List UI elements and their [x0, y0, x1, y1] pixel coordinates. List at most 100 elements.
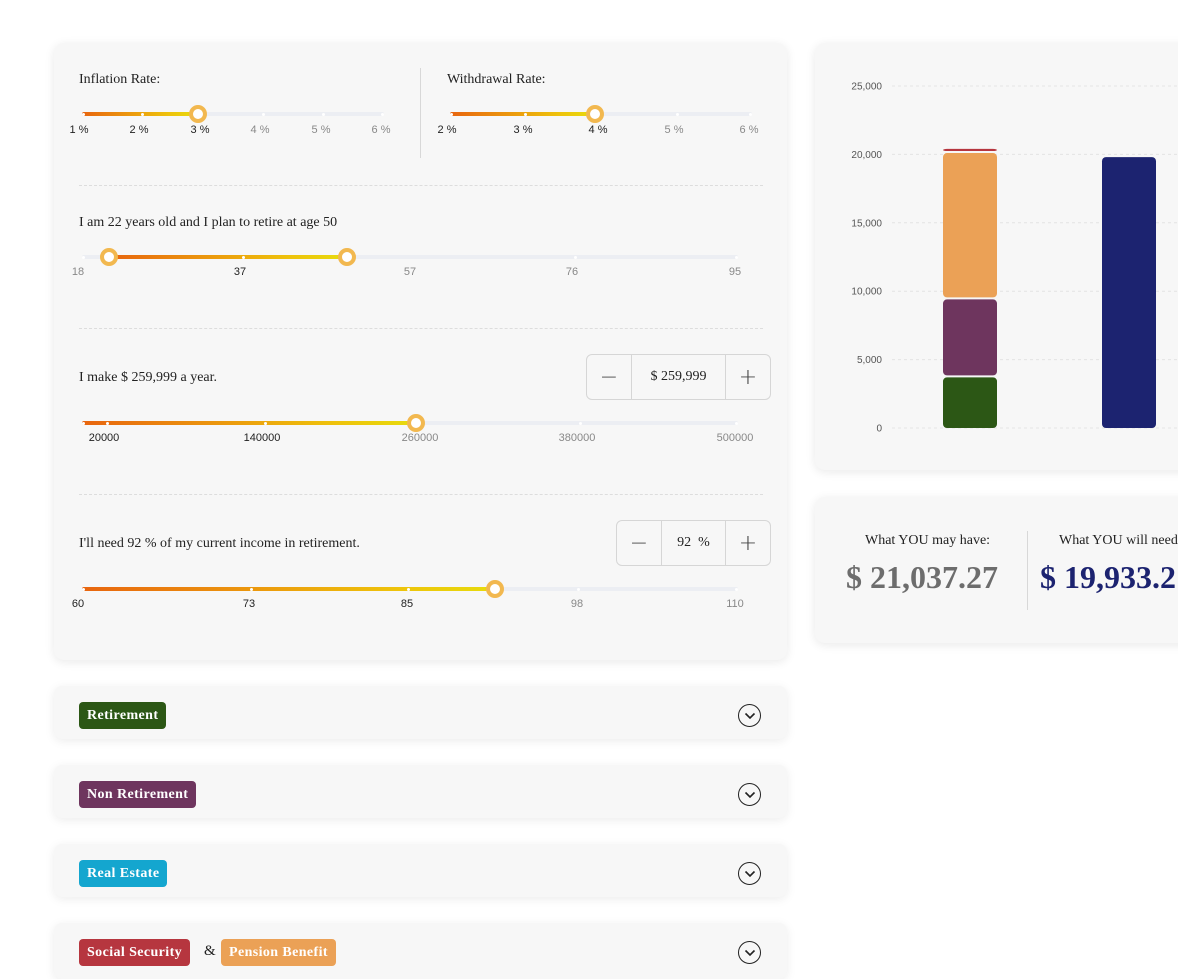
inflation-tick-dot [262, 112, 265, 116]
stacked-bar-segment [943, 148, 997, 152]
income-need-stepper[interactable]: − 92 % + [616, 520, 771, 566]
inflation-tick-dot [322, 112, 325, 116]
accordion-social-security-pension[interactable]: Social Security & Pension Benefit [54, 923, 787, 979]
retire-age-handle[interactable] [338, 248, 356, 266]
chevron-down-icon[interactable] [738, 862, 761, 885]
withdrawal-rate-fill [450, 112, 595, 116]
income-tick-label: 500000 [716, 432, 754, 444]
have-label: What YOU may have: [865, 533, 991, 548]
accordion-retirement[interactable]: Retirement [54, 686, 787, 739]
income-need-tick-label: 110 [726, 598, 744, 610]
withdrawal-tick-label: 5 % [664, 124, 684, 136]
summary-divider [1027, 531, 1028, 610]
income-decrement-button[interactable]: − [587, 355, 632, 399]
income-tick-dot [264, 421, 267, 425]
income-need-tick-dot [735, 587, 738, 591]
income-need-tick-dot [407, 587, 410, 591]
income-need-slider[interactable] [82, 580, 738, 598]
income-increment-button[interactable]: + [725, 355, 770, 399]
inflation-tick-label: 1 % [69, 124, 89, 136]
inflation-tick-label: 6 % [371, 124, 391, 136]
inflation-rate-fill [82, 112, 198, 116]
age-tick-dot [82, 255, 85, 259]
summary-card: What YOU may have: $ 21,037.27 What YOU … [815, 497, 1178, 643]
age-tick-label: 95 [728, 266, 742, 278]
retirement-badge: Retirement [79, 702, 167, 729]
inflation-tick-label: 2 % [129, 124, 149, 136]
current-age-handle[interactable] [100, 248, 118, 266]
withdrawal-tick-label: 4 % [588, 124, 608, 136]
income-tick-label: 380000 [558, 432, 596, 444]
y-tick-label: 10,000 [851, 287, 882, 298]
income-need-tick-dot [577, 587, 580, 591]
withdrawal-tick-label: 2 % [437, 124, 457, 136]
age-tick-label: 37 [233, 266, 247, 278]
y-tick-label: 25,000 [851, 82, 882, 93]
withdrawal-tick-label: 6 % [739, 124, 759, 136]
income-need-tick-dot [82, 587, 85, 591]
need-bar [1102, 157, 1156, 429]
income-tick-dot [106, 421, 109, 425]
withdrawal-rate-slider[interactable] [450, 105, 752, 123]
social-security-badge: Social Security [79, 939, 191, 966]
inflation-tick-label: 5 % [311, 124, 331, 136]
chevron-down-icon[interactable] [738, 941, 761, 964]
badge-joiner: & [204, 943, 216, 959]
income-need-tick-dot [250, 587, 253, 591]
chevron-down-icon[interactable] [738, 783, 761, 806]
age-tick-dot [574, 255, 577, 259]
withdrawal-rate-handle[interactable] [586, 105, 604, 123]
income-tick-label: 20000 [88, 432, 120, 444]
projection-chart: 0 5,000 10,000 15,000 20,000 25,000 [851, 82, 1178, 435]
age-tick-label: 76 [565, 266, 579, 278]
age-tick-label: 57 [403, 266, 417, 278]
stacked-bar-segment [943, 299, 997, 376]
income-handle[interactable] [407, 414, 425, 432]
inflation-tick-dot [82, 112, 85, 116]
income-stepper-value[interactable]: $ 259,999 [650, 369, 707, 384]
withdrawal-rate-label: Withdrawal Rate: [447, 72, 546, 87]
age-range-label: I am 22 years old and I plan to retire a… [79, 215, 338, 230]
inflation-tick-label: 3 % [190, 124, 210, 136]
chevron-down-icon[interactable] [738, 704, 761, 727]
y-tick-label: 0 [876, 424, 882, 435]
income-need-tick-label: 98 [570, 598, 584, 610]
y-tick-label: 20,000 [851, 150, 882, 161]
age-range-slider[interactable] [82, 248, 738, 266]
y-tick-label: 15,000 [851, 218, 882, 229]
age-tick-dot [735, 255, 738, 259]
pension-benefit-badge: Pension Benefit [221, 939, 336, 966]
stacked-bar-segment [943, 377, 997, 428]
income-tick-dot [579, 421, 582, 425]
stacked-bar-segment [943, 153, 997, 298]
income-need-fill [82, 587, 497, 591]
income-tick-label: 140000 [243, 432, 281, 444]
age-tick-dot [242, 255, 245, 259]
inflation-rate-handle[interactable] [189, 105, 207, 123]
inflation-rate-slider[interactable] [82, 105, 384, 123]
accordion-non-retirement[interactable]: Non Retirement [54, 765, 787, 818]
income-stepper[interactable]: − $ 259,999 + [586, 354, 771, 400]
income-fill [82, 421, 418, 425]
income-need-decrement-button[interactable]: − [617, 521, 662, 565]
rate-divider [420, 68, 421, 158]
income-need-handle[interactable] [486, 580, 504, 598]
income-need-increment-button[interactable]: + [725, 521, 770, 565]
income-need-label: I'll need 92 % of my current income in r… [79, 536, 360, 551]
income-slider[interactable] [82, 414, 738, 432]
accordion-real-estate[interactable]: Real Estate [54, 844, 787, 897]
inflation-tick-label: 4 % [250, 124, 270, 136]
withdrawal-tick-dot [524, 112, 527, 116]
projection-chart-card: 0 5,000 10,000 15,000 20,000 25,000 [815, 43, 1178, 470]
section-divider [79, 185, 763, 186]
section-divider [79, 494, 763, 495]
income-tick-dot [735, 421, 738, 425]
withdrawal-tick-dot [749, 112, 752, 116]
income-label: I make $ 259,999 a year. [79, 370, 218, 385]
income-need-stepper-value[interactable]: 92 % [677, 535, 710, 550]
income-tick-label: 260000 [401, 432, 439, 444]
withdrawal-tick-label: 3 % [513, 124, 533, 136]
income-tick-dot [82, 421, 85, 425]
need-label: What YOU will need [1059, 533, 1178, 548]
age-tick-label: 18 [71, 266, 85, 278]
